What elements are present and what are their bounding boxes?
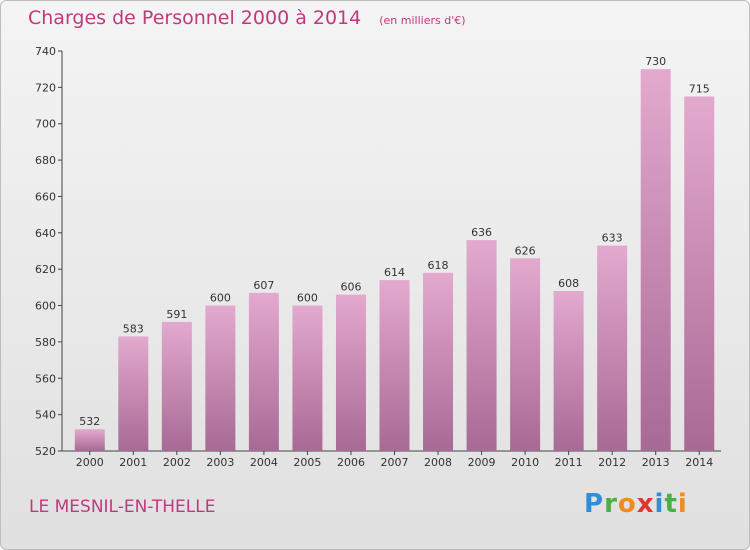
chart-bars	[74, 69, 715, 452]
y-tick-label: 740	[35, 45, 56, 58]
logo-letter: o	[617, 489, 637, 519]
bar-value-label: 626	[515, 244, 536, 257]
bar	[640, 69, 671, 451]
bar	[379, 280, 410, 451]
bar	[118, 336, 149, 451]
bar-value-label: 600	[210, 292, 231, 305]
x-tick-label: 2002	[163, 456, 191, 469]
logo-letter: t	[664, 489, 678, 519]
bar	[553, 291, 584, 451]
x-tick-label: 2010	[511, 456, 539, 469]
y-tick-label: 580	[35, 336, 56, 349]
y-tick-label: 540	[35, 409, 56, 422]
bar-value-label: 532	[79, 415, 100, 428]
bar-value-label: 618	[428, 259, 449, 272]
bar	[423, 272, 454, 451]
bar-value-label: 600	[297, 292, 318, 305]
x-tick-label: 2007	[381, 456, 409, 469]
bar	[205, 305, 236, 451]
logo-letter: P	[584, 489, 605, 519]
x-tick-label: 2008	[424, 456, 452, 469]
x-tick-label: 2005	[293, 456, 321, 469]
chart-title: Charges de Personnel 2000 à 2014	[28, 7, 362, 29]
bar-value-label: 606	[340, 281, 361, 294]
logo-letter: r	[604, 489, 618, 519]
proxiti-logo: Proxiti	[584, 489, 688, 519]
x-tick-label: 2013	[642, 456, 670, 469]
bar	[248, 292, 279, 451]
x-tick-label: 2014	[685, 456, 713, 469]
bar	[74, 429, 105, 451]
chart-subtitle: (en milliers d'€)	[379, 14, 466, 27]
y-tick-label: 720	[35, 81, 56, 94]
bar-value-label: 730	[645, 55, 666, 68]
logo-letter: i	[654, 489, 665, 519]
x-tick-label: 2012	[598, 456, 626, 469]
bar-value-label: 636	[471, 226, 492, 239]
x-tick-label: 2004	[250, 456, 278, 469]
y-tick-label: 560	[35, 372, 56, 385]
x-tick-label: 2000	[76, 456, 104, 469]
y-tick-label: 600	[35, 300, 56, 313]
bar	[684, 96, 715, 452]
bar-value-label: 633	[602, 232, 623, 245]
bar	[335, 294, 366, 451]
y-tick-label: 620	[35, 263, 56, 276]
bar	[161, 321, 192, 451]
y-tick-label: 520	[35, 445, 56, 458]
bar-value-label: 715	[689, 82, 710, 95]
bar-value-label: 614	[384, 266, 405, 279]
bar	[292, 305, 323, 451]
x-tick-label: 2003	[206, 456, 234, 469]
place-name: LE MESNIL-EN-THELLE	[29, 497, 216, 517]
bar-value-label: 591	[166, 308, 187, 321]
x-tick-label: 2006	[337, 456, 365, 469]
x-tick-label: 2011	[555, 456, 583, 469]
bar	[466, 240, 497, 451]
y-tick-label: 640	[35, 227, 56, 240]
y-tick-label: 700	[35, 118, 56, 131]
chart-value-labels: 532 583 591 600 607 600 606 614 618 636 626 608 633 7…	[79, 55, 709, 428]
bar	[510, 258, 541, 451]
title-row: Charges de Personnel 2000 à 2014 (en mil…	[28, 7, 466, 29]
x-tick-label: 2009	[468, 456, 496, 469]
logo-letter: i	[677, 489, 688, 519]
bar-value-label: 583	[123, 322, 144, 335]
bar	[597, 245, 628, 451]
x-tick-label: 2001	[119, 456, 147, 469]
y-tick-label: 660	[35, 190, 56, 203]
y-tick-label: 680	[35, 154, 56, 167]
logo-letter: x	[636, 489, 655, 519]
bar-value-label: 608	[558, 277, 579, 290]
bar-value-label: 607	[253, 279, 274, 292]
